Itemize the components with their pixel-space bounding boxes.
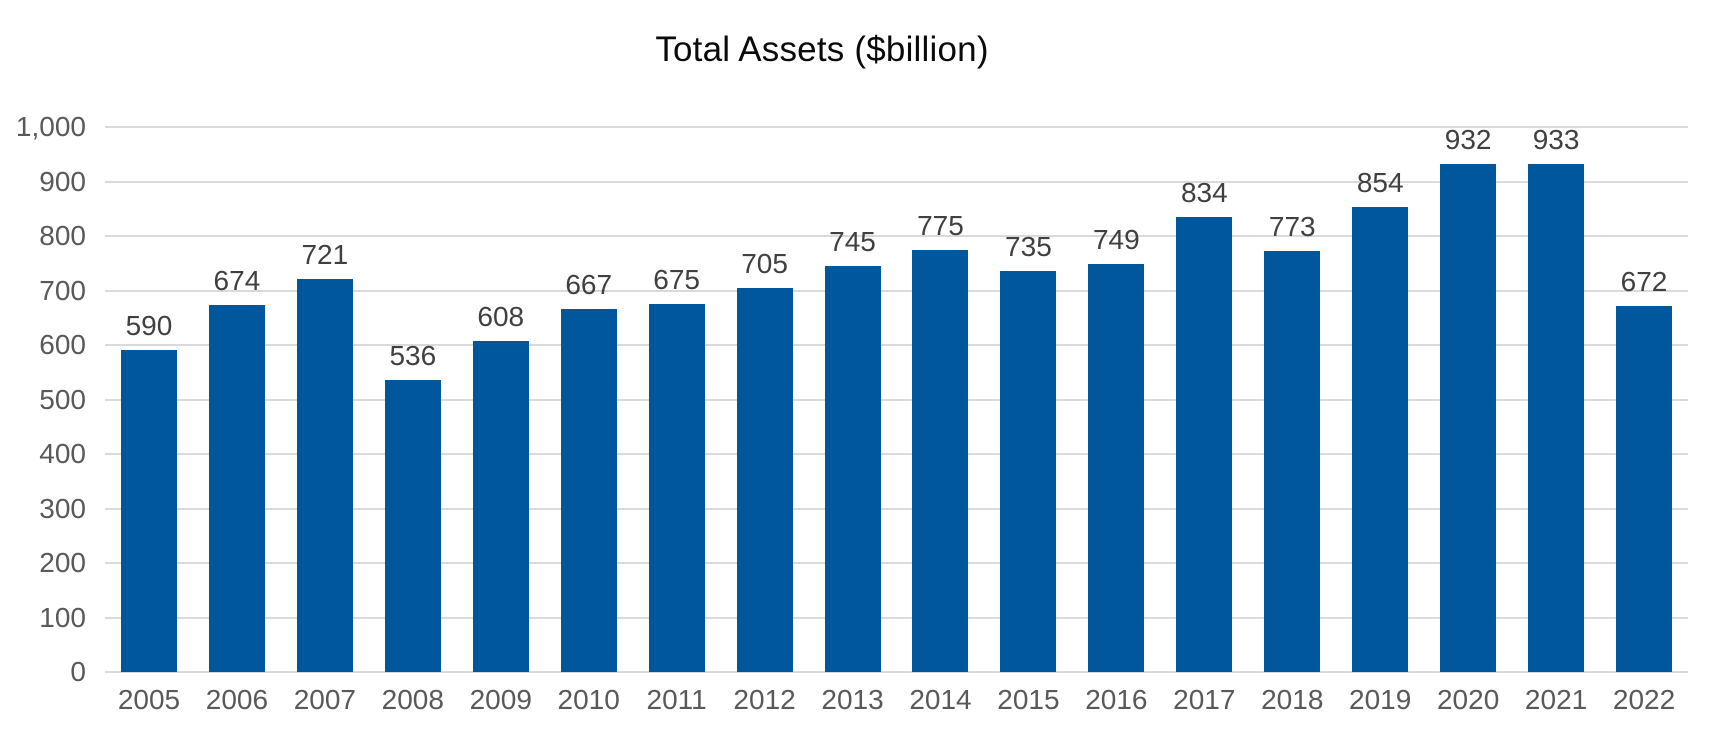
bar [824, 265, 881, 672]
bar-slot: 933 [1512, 123, 1600, 672]
x-axis: 2005 2006 2007 2008 2009 2010 2011 2012 2013 2014… [105, 684, 1688, 724]
bar-slot: 721 [281, 127, 369, 672]
x-tick-label: 2020 [1436, 684, 1500, 715]
bar-value-label: 674 [213, 264, 261, 296]
x-tick-label: 2016 [1085, 684, 1148, 715]
bar [384, 379, 441, 672]
bar-value-label: 721 [301, 239, 349, 271]
bar [1088, 263, 1145, 672]
bar-slot: 536 [369, 127, 457, 672]
bar [296, 279, 353, 672]
bar [560, 308, 617, 672]
y-tick-label: 900 [39, 165, 86, 197]
x-tick-label: 2019 [1349, 684, 1412, 715]
x-tick-label: 2012 [733, 684, 796, 715]
y-axis: 0 100 200 300 400 500 600 700 800 900 1,000 [0, 111, 86, 687]
bar-value-label: 749 [1092, 223, 1140, 255]
x-tick-label: 2011 [646, 684, 707, 715]
bar [912, 249, 969, 672]
bar-value-label: 667 [565, 268, 613, 300]
bar-value-label: 745 [829, 225, 876, 257]
bar [120, 350, 177, 672]
bar [1352, 206, 1409, 672]
y-tick-label: 800 [39, 220, 86, 251]
gridline [105, 235, 1688, 237]
gridline [105, 507, 1688, 510]
y-tick-label: 600 [39, 329, 86, 360]
plot-area: 590 674 721 536 608 667 675 705 745 775 735 749 834 7… [105, 123, 1688, 673]
gridline [105, 398, 1688, 401]
y-tick-label: 500 [39, 383, 86, 415]
bar-slot: 749 [1072, 127, 1160, 672]
gridline [105, 671, 1688, 673]
bar-slot: 667 [545, 127, 633, 672]
bar-slot: 854 [1336, 127, 1424, 672]
bar-value-label: 773 [1268, 210, 1316, 242]
bar-value-label: 672 [1620, 265, 1668, 297]
bar-slot: 932 [1424, 124, 1512, 672]
bar-value-label: 675 [653, 264, 700, 296]
x-tick-label: 2013 [821, 684, 884, 715]
bar [1264, 250, 1321, 672]
bar [1440, 164, 1497, 672]
bar [736, 287, 793, 672]
bar-slot: 705 [721, 127, 809, 672]
x-tick-label: 2014 [909, 684, 972, 715]
bar-value-label: 735 [1005, 231, 1052, 263]
y-tick-label: 400 [39, 438, 86, 469]
y-tick-label: 0 [70, 656, 86, 687]
bar-slot: 608 [457, 127, 545, 672]
x-tick-label: 2010 [557, 684, 620, 715]
gridline [105, 344, 1688, 346]
bar [648, 304, 705, 672]
bar-slot: 834 [1160, 127, 1248, 672]
bar-value-label: 932 [1444, 124, 1492, 156]
x-tick-label: 2015 [997, 684, 1060, 715]
y-tick-label: 700 [39, 274, 86, 306]
bar-slot: 745 [809, 127, 897, 672]
y-tick-label: 200 [39, 547, 86, 578]
bar-value-label: 834 [1180, 177, 1228, 209]
bar [1176, 217, 1233, 672]
gridline [105, 289, 1688, 292]
x-tick-label: 2005 [117, 684, 181, 715]
bar-slot: 674 [193, 127, 281, 672]
x-tick-label: 2022 [1612, 684, 1676, 715]
bar-value-label: 775 [917, 209, 964, 241]
bar [208, 304, 265, 672]
bar-value-label: 608 [477, 300, 525, 332]
x-tick-label: 2021 [1524, 684, 1588, 715]
bar-slot: 590 [105, 127, 193, 672]
y-tick-label: 1,000 [15, 111, 86, 142]
x-tick-label: 2009 [469, 684, 532, 715]
x-tick-label: 2006 [205, 684, 269, 715]
bar-value-label: 590 [125, 310, 173, 342]
bar [1000, 271, 1057, 672]
x-tick-label: 2017 [1173, 684, 1236, 715]
gridline [105, 562, 1688, 564]
bar-slot: 775 [897, 127, 985, 672]
bar [472, 340, 529, 672]
gridline [105, 616, 1688, 619]
y-tick-label: 300 [39, 492, 86, 524]
gridline [105, 453, 1688, 455]
chart-title: Total Assets ($billion) [655, 30, 989, 69]
bar-slot: 672 [1600, 127, 1688, 672]
bar-slot: 773 [1248, 127, 1336, 672]
bar-slot: 735 [984, 127, 1072, 672]
bar-value-label: 536 [389, 339, 437, 371]
bar-value-label: 933 [1532, 123, 1580, 155]
gridline [105, 180, 1688, 183]
x-tick-label: 2007 [293, 684, 357, 715]
x-tick-label: 2018 [1261, 684, 1324, 715]
y-tick-label: 100 [39, 601, 86, 633]
bar [1616, 305, 1673, 672]
bar [1528, 163, 1585, 672]
bar-value-label: 854 [1356, 166, 1404, 198]
bar-value-label: 705 [741, 247, 788, 279]
gridline [105, 126, 1688, 128]
bar-slot: 675 [633, 127, 721, 672]
x-tick-label: 2008 [381, 684, 444, 715]
